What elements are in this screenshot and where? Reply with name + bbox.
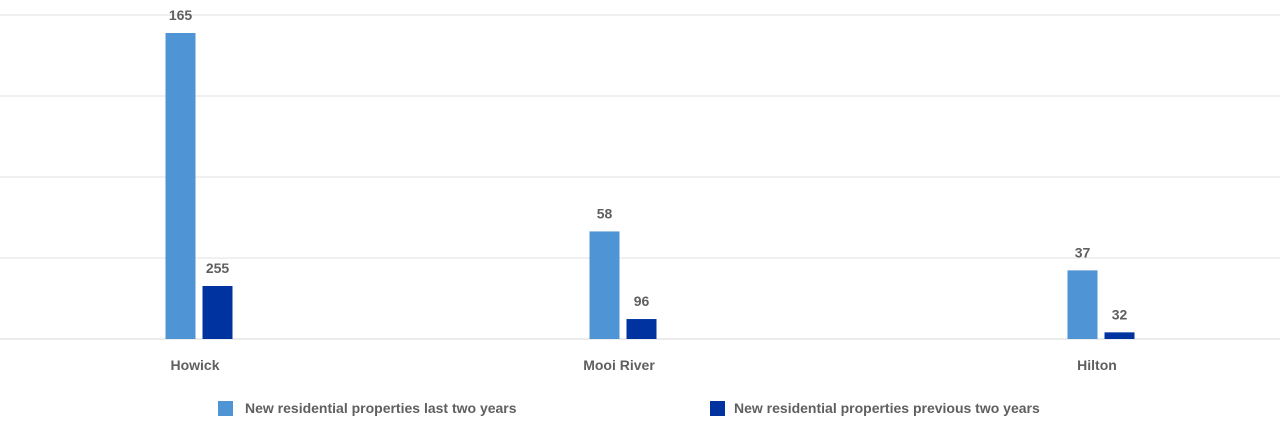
bar-howick-series-1	[165, 33, 196, 339]
data-label: 32	[1112, 306, 1128, 322]
bar-hilton-series-1	[1067, 270, 1098, 339]
data-labels-group: 165 255 58 96 37 32	[169, 7, 1128, 322]
legend: New residential properties last two year…	[218, 400, 1040, 416]
legend-label-series-1: New residential properties last two year…	[245, 400, 517, 416]
data-label: 255	[206, 260, 230, 276]
data-label: 37	[1075, 244, 1091, 260]
bar-mooi-river-series-1	[589, 231, 620, 339]
category-label: Mooi River	[583, 357, 655, 373]
bar-mooi-river-series-2	[626, 319, 657, 339]
data-label: 58	[597, 205, 613, 221]
data-label: 96	[634, 293, 650, 309]
bar-howick-series-2	[202, 286, 233, 339]
category-label: Howick	[170, 357, 219, 373]
category-labels-group: Howick Mooi River Hilton	[170, 357, 1116, 373]
data-label: 165	[169, 7, 193, 23]
legend-swatch-series-2	[710, 401, 725, 416]
bar-hilton-series-2	[1104, 332, 1135, 339]
legend-label-series-2: New residential properties previous two …	[734, 400, 1040, 416]
legend-swatch-series-1	[218, 401, 233, 416]
bars-group	[165, 33, 1135, 339]
category-label: Hilton	[1077, 357, 1117, 373]
